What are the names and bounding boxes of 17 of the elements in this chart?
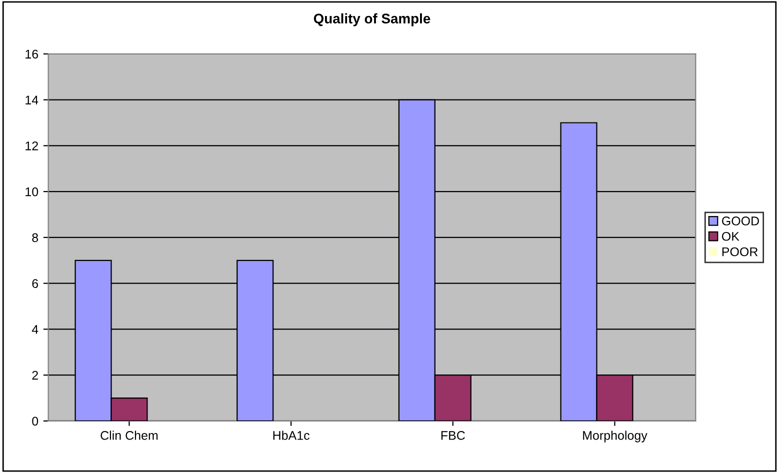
y-tick-label: 10 (26, 187, 38, 196)
legend-label: OK (722, 232, 740, 241)
x-tick-label: Morphology (583, 430, 648, 442)
y-tick-label: 6 (32, 279, 38, 288)
x-tick-label: HbA1c (273, 430, 310, 440)
y-tick-label: 14 (26, 96, 38, 104)
y-tick-label: 8 (32, 233, 38, 242)
y-tick-label: 4 (32, 325, 38, 334)
legend-label: POOR (722, 247, 758, 256)
chart-title: Quality of Sample (314, 13, 430, 26)
y-tick-label: 2 (32, 370, 38, 380)
y-tick-label: 0 (32, 416, 38, 426)
x-tick-label: FBC (441, 431, 465, 440)
legend-label: GOOD (722, 216, 759, 226)
x-tick-label: Clin Chem (100, 430, 158, 440)
y-tick-label: 12 (26, 141, 38, 150)
y-tick-label: 16 (26, 50, 38, 59)
